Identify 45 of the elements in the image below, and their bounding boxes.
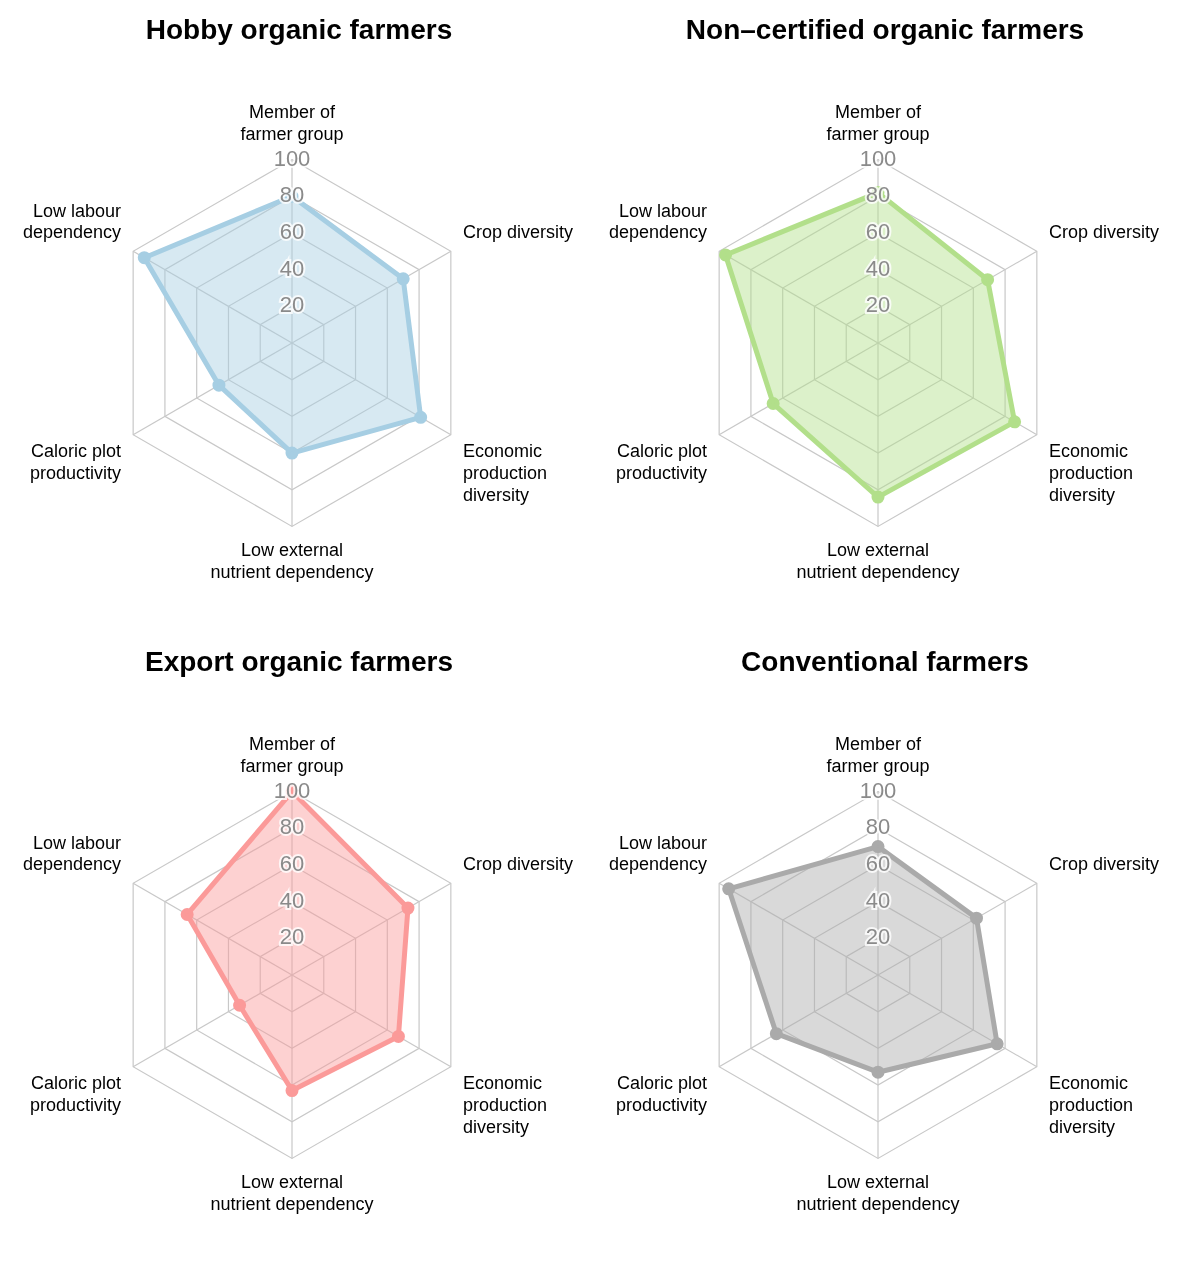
y-tick-label: 20 <box>865 924 891 950</box>
y-tick-label: 40 <box>865 887 891 913</box>
y-tick-label: 100 <box>859 777 897 803</box>
chart-title: Conventional farmers <box>741 645 1029 677</box>
y-tick-label: 20 <box>279 292 305 318</box>
spoke-label: Member of farmer group <box>240 102 344 144</box>
y-tick-label: 60 <box>865 851 891 877</box>
chart-title: Hobby organic farmers <box>145 13 453 45</box>
spoke-label: Low external nutrient dependency <box>210 1172 374 1214</box>
spoke-label: Low external nutrient dependency <box>796 540 960 582</box>
y-tick-label: 60 <box>279 851 305 877</box>
spoke-label: Member of farmer group <box>240 734 344 776</box>
spoke-label: Economic production diversity <box>1048 441 1134 505</box>
y-tick-label: 80 <box>865 814 891 840</box>
spoke-label: Member of farmer group <box>826 734 930 776</box>
spoke-label: Crop diversity <box>462 854 573 875</box>
spoke-label: Caloric plot productivity <box>29 1073 122 1116</box>
spoke-label: Low external nutrient dependency <box>210 540 374 582</box>
y-tick-label: 40 <box>279 255 305 281</box>
spoke-label: Economic production diversity <box>462 1073 548 1137</box>
spoke-label: Crop diversity <box>1048 854 1159 875</box>
y-tick-label: 60 <box>279 219 305 245</box>
y-tick-label: 60 <box>865 219 891 245</box>
spoke-label: Member of farmer group <box>826 102 930 144</box>
y-tick-label: 20 <box>865 292 891 318</box>
chart-title: Export organic farmers <box>144 645 454 677</box>
spoke-label: Caloric plot productivity <box>29 441 122 484</box>
spoke-label: Economic production diversity <box>462 441 548 505</box>
spoke-label: Caloric plot productivity <box>615 441 708 484</box>
spoke-label: Low labour dependency <box>22 200 122 243</box>
y-tick-label: 100 <box>859 145 897 171</box>
spoke-label: Crop diversity <box>462 222 573 243</box>
y-tick-label: 40 <box>865 255 891 281</box>
spoke-label: Low labour dependency <box>608 832 708 875</box>
y-tick-label: 100 <box>273 145 311 171</box>
spoke-label: Caloric plot productivity <box>615 1073 708 1116</box>
chart-title: Non–certified organic farmers <box>685 13 1085 45</box>
y-tick-label: 40 <box>279 887 305 913</box>
spoke-label: Low external nutrient dependency <box>796 1172 960 1214</box>
spoke-label: Low labour dependency <box>22 832 122 875</box>
y-tick-label: 20 <box>279 924 305 950</box>
y-tick-label: 80 <box>279 814 305 840</box>
spoke-label: Low labour dependency <box>608 200 708 243</box>
spoke-label: Crop diversity <box>1048 222 1159 243</box>
spoke-label: Economic production diversity <box>1048 1073 1134 1137</box>
